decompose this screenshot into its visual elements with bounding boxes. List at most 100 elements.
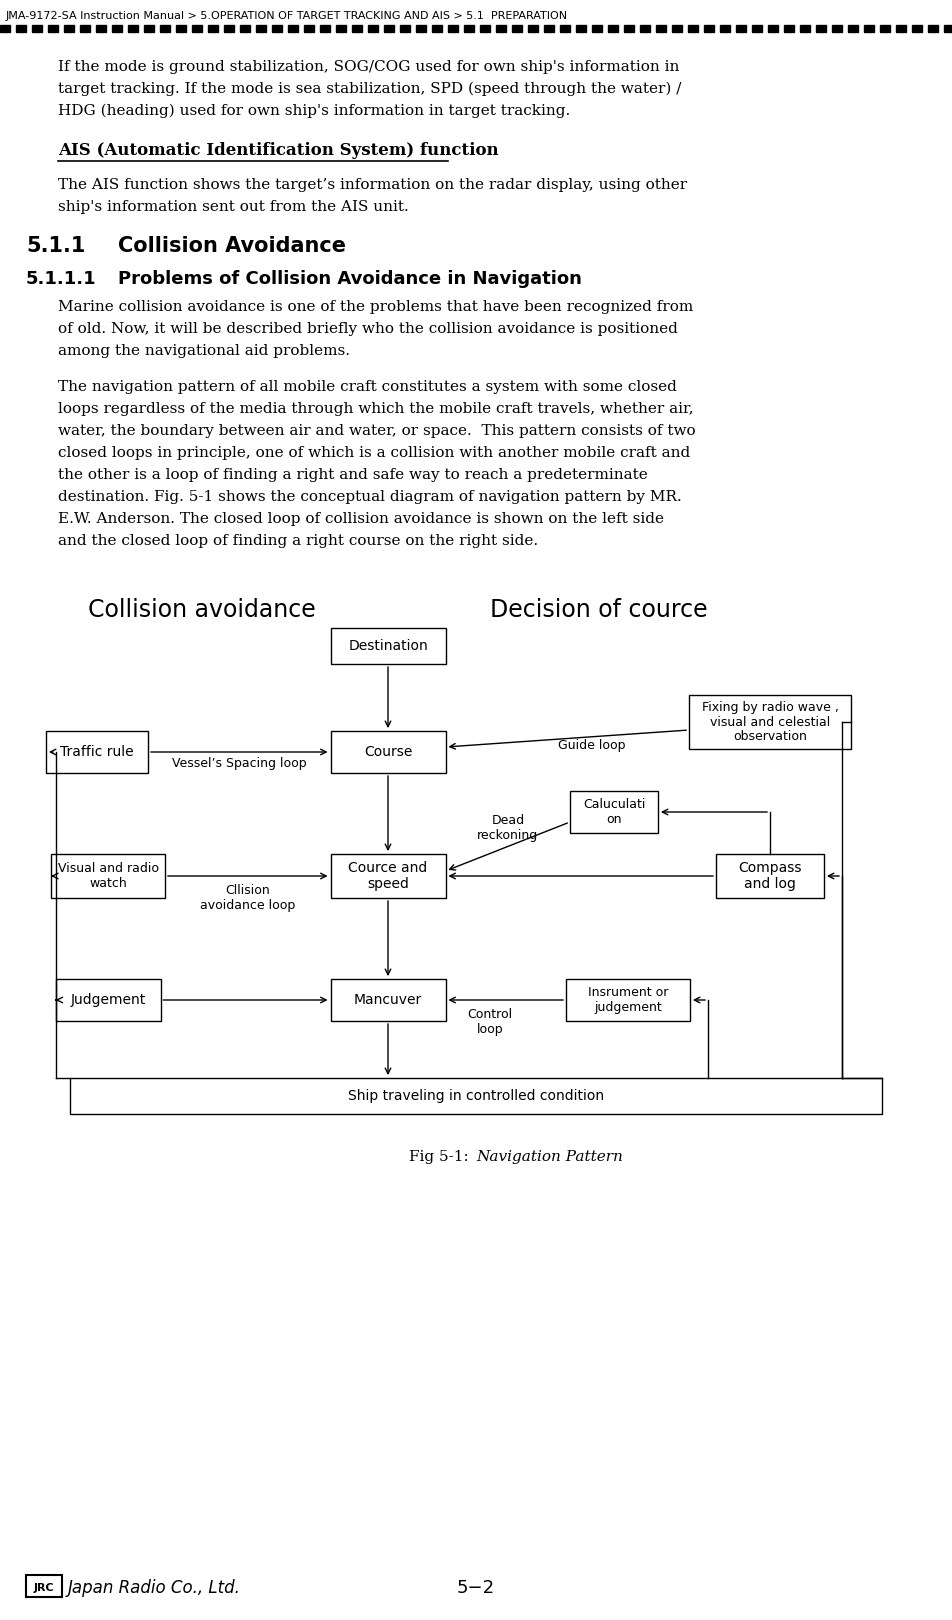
Text: Caluculati
on: Caluculati on [583,799,645,826]
Bar [48,24,58,32]
Text: 5−2: 5−2 [457,1580,495,1597]
Bar [624,24,634,32]
Text: If the mode is ground stabilization, SOG/COG used for own ship's information in: If the mode is ground stabilization, SOG… [58,60,680,75]
Bar [70,1077,882,1115]
Bar [608,24,618,32]
Bar [51,854,165,897]
Bar [208,24,218,32]
Text: Collision avoidance: Collision avoidance [88,598,316,622]
Bar [689,695,851,748]
Text: destination. Fig. 5-1 shows the conceptual diagram of navigation pattern by MR.: destination. Fig. 5-1 shows the conceptu… [58,489,682,504]
Bar [96,24,106,32]
Text: target tracking. If the mode is sea stabilization, SPD (speed through the water): target tracking. If the mode is sea stab… [58,83,682,97]
Bar [64,24,74,32]
Bar [592,24,602,32]
Text: Guide loop: Guide loop [558,739,625,752]
Bar [288,24,298,32]
Bar [800,24,810,32]
Bar [672,24,682,32]
Bar [864,24,874,32]
Text: Japan Radio Co., Ltd.: Japan Radio Co., Ltd. [68,1580,241,1597]
Text: JRC: JRC [33,1583,54,1592]
Bar [784,24,794,32]
Text: Cource and
speed: Cource and speed [348,860,427,891]
Text: Insrument or
judgement: Insrument or judgement [587,987,668,1014]
Text: water, the boundary between air and water, or space.  This pattern consists of t: water, the boundary between air and wate… [58,424,696,437]
Text: and the closed loop of finding a right course on the right side.: and the closed loop of finding a right c… [58,535,538,548]
Bar [432,24,442,32]
Text: ship's information sent out from the AIS unit.: ship's information sent out from the AIS… [58,199,408,214]
Bar [144,24,154,32]
Bar [192,24,202,32]
Bar [400,24,410,32]
Bar [112,24,122,32]
Bar [16,24,26,32]
Bar [160,24,170,32]
Bar [768,24,778,32]
Text: Visual and radio
watch: Visual and radio watch [57,862,158,889]
Text: Fig 5-1:: Fig 5-1: [409,1150,474,1165]
Bar [368,24,378,32]
Text: AIS (Automatic Identification System) function: AIS (Automatic Identification System) fu… [58,143,499,159]
Bar [736,24,746,32]
Text: the other is a loop of finding a right and safe way to reach a predeterminate: the other is a loop of finding a right a… [58,468,647,483]
Text: The AIS function shows the target’s information on the radar display, using othe: The AIS function shows the target’s info… [58,178,687,193]
Bar [304,24,314,32]
Text: Decision of cource: Decision of cource [490,598,707,622]
Text: 5.1.1: 5.1.1 [26,237,86,256]
Bar [528,24,538,32]
Bar [46,731,148,773]
Bar [848,24,858,32]
Bar [640,24,650,32]
Text: Fixing by radio wave ,
visual and celestial
observation: Fixing by radio wave , visual and celest… [702,700,839,744]
Bar [330,978,446,1021]
Text: HDG (heading) used for own ship's information in target tracking.: HDG (heading) used for own ship's inform… [58,104,570,118]
Bar [832,24,842,32]
Text: of old. Now, it will be described briefly who the collision avoidance is positio: of old. Now, it will be described briefl… [58,322,678,335]
Text: Dead
reckoning: Dead reckoning [477,813,539,842]
Bar [320,24,330,32]
Bar [912,24,922,32]
Bar [688,24,698,32]
Bar [480,24,490,32]
Bar [240,24,250,32]
Bar [816,24,826,32]
Bar [720,24,730,32]
Bar [176,24,186,32]
Text: loops regardless of the media through which the mobile craft travels, whether ai: loops regardless of the media through wh… [58,402,694,416]
Bar [928,24,938,32]
Bar [352,24,362,32]
Text: 5.1.1.1: 5.1.1.1 [26,271,96,288]
Text: Problems of Collision Avoidance in Navigation: Problems of Collision Avoidance in Navig… [118,271,582,288]
Bar [330,854,446,897]
Bar [55,978,161,1021]
Text: among the navigational aid problems.: among the navigational aid problems. [58,343,350,358]
Bar [330,629,446,664]
Bar [330,731,446,773]
Bar [256,24,266,32]
Bar [80,24,90,32]
Bar [336,24,346,32]
Text: Marine collision avoidance is one of the problems that have been recognized from: Marine collision avoidance is one of the… [58,300,693,314]
Bar [32,24,42,32]
Text: Judgement: Judgement [70,993,146,1008]
Text: Course: Course [364,745,412,760]
Bar [0,24,10,32]
Bar [128,24,138,32]
Bar [512,24,522,32]
Text: The navigation pattern of all mobile craft constitutes a system with some closed: The navigation pattern of all mobile cra… [58,381,677,394]
Bar [896,24,906,32]
Text: Navigation Pattern: Navigation Pattern [476,1150,623,1165]
Bar [224,24,234,32]
Bar [704,24,714,32]
Bar [464,24,474,32]
Bar [496,24,506,32]
Text: closed loops in principle, one of which is a collision with another mobile craft: closed loops in principle, one of which … [58,446,690,460]
Bar [880,24,890,32]
Text: E.W. Anderson. The closed loop of collision avoidance is shown on the left side: E.W. Anderson. The closed loop of collis… [58,512,664,526]
Bar [560,24,570,32]
Text: Mancuver: Mancuver [354,993,422,1008]
Bar [944,24,952,32]
Bar [752,24,762,32]
Bar [416,24,426,32]
